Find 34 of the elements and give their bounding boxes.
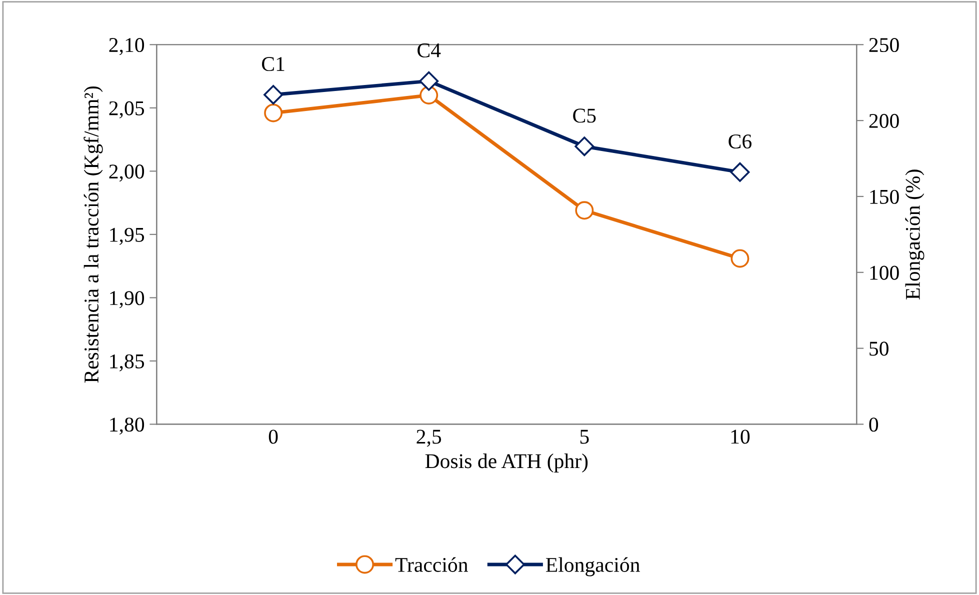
point (420, 86, 438, 104)
y-tick-label: 2,10 (109, 38, 144, 56)
annotation: C1 (262, 57, 284, 72)
y-tick-label: 2,00 (109, 164, 144, 182)
annotation: C5 (573, 108, 596, 123)
x-tick-label: 0 (268, 430, 278, 444)
y-tick-label: 1,85 (110, 354, 144, 372)
x-tick-label: 5 (580, 430, 589, 444)
annotation: C6 (728, 134, 752, 148)
x-tick-label: 10 (731, 430, 750, 444)
x-tick-label: 2,5 (416, 430, 442, 447)
y2-tick-label: 200 (869, 114, 899, 128)
y-tick-label: 1,95 (110, 228, 144, 245)
point (730, 249, 750, 268)
point (575, 201, 594, 220)
point (574, 136, 594, 156)
point (264, 104, 283, 122)
y2-tick-label: 150 (870, 190, 899, 204)
point (730, 162, 750, 182)
y-tick-label: 2,05 (109, 101, 144, 118)
legend-label: Elongación (546, 557, 640, 576)
y2-tick-label: 0 (869, 418, 878, 432)
y-tick-label: 1,90 (110, 291, 144, 308)
annotation: C4 (418, 43, 441, 58)
point (419, 71, 439, 91)
y2-tick-label: 100 (870, 266, 899, 280)
y-axis-title: Resistencia a la tracción (Kgf/mm²) (84, 86, 103, 383)
x-axis-title: Dosis de ATH (phr) (425, 454, 588, 472)
legend-label: Tracción (395, 557, 468, 572)
y2-tick-label: 50 (870, 342, 888, 356)
point (264, 84, 284, 104)
y2-axis-title: Elongación (%) (905, 170, 924, 300)
y2-tick-label: 250 (869, 38, 899, 52)
y-tick-label: 1,80 (110, 418, 144, 435)
